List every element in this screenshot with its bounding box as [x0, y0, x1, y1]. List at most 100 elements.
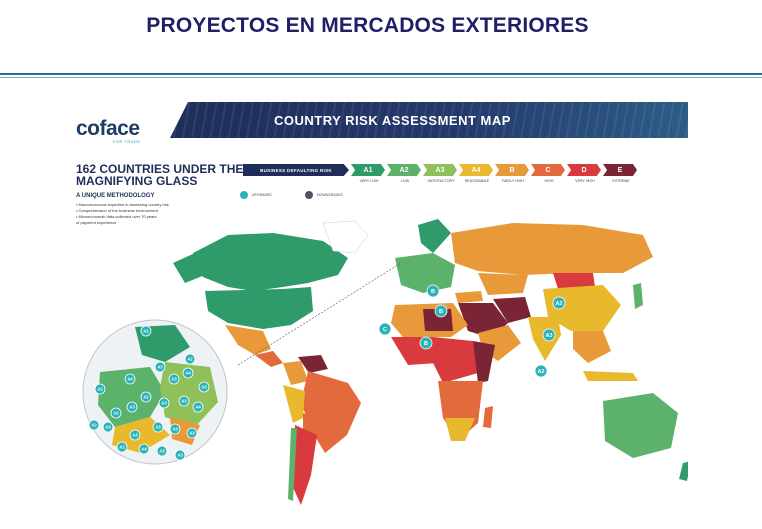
iran-shape [493, 297, 531, 323]
legend-level-e: E [603, 164, 637, 176]
upgrade-badge: A4 [124, 373, 136, 385]
upgrade-badge: A3 [129, 429, 141, 441]
badge-label: A2 [119, 444, 125, 449]
legend-descriptions: VERY LOW LOW SATISFACTORY REASONABLE FAI… [351, 179, 639, 183]
methodology-item: of payment experience [76, 220, 117, 225]
badge-label: A3 [545, 333, 552, 339]
turkey-shape [455, 291, 483, 303]
legend-desc: VERY LOW [359, 179, 379, 183]
upgrade-badge: A3 [154, 361, 166, 373]
upgrade-badge: A4 [138, 443, 150, 455]
canada-shape [193, 233, 348, 291]
upgrade-badge: B [419, 336, 433, 350]
badge-label: A2 [537, 369, 544, 375]
methodology-item: • Macroeconomic expertise in assessing c… [76, 202, 169, 207]
south-africa-shape [445, 418, 475, 441]
badge-label: A3 [129, 404, 135, 409]
methodology-list: • Macroeconomic expertise in assessing c… [76, 202, 226, 226]
badge-label: A4 [185, 370, 191, 375]
australia-shape [603, 393, 678, 458]
divider-top [0, 73, 762, 75]
upgrade-badge: A3 [174, 449, 186, 461]
upgrade-badge: A2 [534, 364, 548, 378]
upgrade-badge: A2 [94, 383, 106, 395]
alaska-shape [173, 253, 205, 283]
upgrade-badge: A2 [140, 391, 152, 403]
upgrade-badge: A3 [168, 373, 180, 385]
badge-label: A3 [161, 400, 167, 405]
china-shape [543, 285, 621, 331]
legend-desc: VERY HIGH [575, 179, 595, 183]
upgrade-badge: A3 [542, 328, 556, 342]
upgrade-badge: A3 [198, 381, 210, 393]
badge-label: B [431, 289, 435, 295]
legend-level-a4: A4 [459, 164, 493, 176]
upgrade-badge: A4 [182, 367, 194, 379]
upgrade-badge: A3 [169, 423, 181, 435]
badge-label: A2 [555, 301, 562, 307]
downgrade-key: DOWNGRADES [305, 191, 343, 199]
central-africa-shape [433, 337, 478, 383]
brazil-shape [301, 371, 361, 453]
page-title: PROYECTOS EN MERCADOS EXTERIORES [146, 14, 589, 37]
downgrade-dot-icon [305, 191, 313, 199]
legend-desc: LOW [400, 179, 410, 183]
badge-label: A3 [155, 424, 161, 429]
chile-argentina-shape [291, 425, 317, 505]
divider-bottom [0, 77, 762, 78]
east-africa-shape [473, 341, 495, 383]
badge-label: A3 [177, 452, 183, 457]
legend-level-b: B [495, 164, 529, 176]
upgrade-badge: A3 [126, 401, 138, 413]
upgrade-badge: A2 [116, 441, 128, 453]
badge-label: A3 [171, 376, 177, 381]
badge-label: A4 [141, 446, 147, 451]
bolivia-shape [303, 413, 317, 435]
peru-shape [283, 385, 305, 423]
badge-label: B [424, 341, 428, 347]
badge-label: A3 [201, 384, 207, 389]
badge-label: A3 [105, 424, 111, 429]
inset-callout-line [237, 262, 402, 366]
badge-label: A3 [159, 448, 165, 453]
mexico-shape [225, 325, 271, 355]
badge-label: A3 [189, 430, 195, 435]
new-zealand-shape [679, 461, 688, 481]
upgrade-badge: B [434, 304, 448, 318]
russia-shape [451, 223, 653, 275]
legend-desc: EXTREME [612, 179, 630, 183]
europe-inset: A1 A2 A4 A3 A3 A2 A3 A2 A3 A3 A4 A2 A3 A2 A3 A3 A3 A3 A4 A3… [82, 319, 228, 465]
upgrade-badge: A3 [156, 445, 168, 457]
colombia-shape [283, 361, 308, 385]
central-america-shape [255, 351, 283, 367]
methodology-title: A UNIQUE METHODOLOGY [76, 193, 155, 199]
upgrade-badge: A3 [152, 421, 164, 433]
southeast-asia-shape [573, 331, 611, 363]
risk-map-poster: coface FOR TRADE COUNTRY RISK ASSESSMENT… [58, 95, 698, 525]
japan-shape [633, 283, 643, 309]
badge-label: A3 [172, 426, 178, 431]
scandinavia-shape [418, 219, 451, 253]
poster-title: COUNTRY RISK ASSESSMENT MAP [274, 113, 511, 128]
upgrade-dot-icon [240, 191, 248, 199]
banner-pattern [170, 102, 688, 138]
greenland-shape [322, 220, 369, 254]
badge-label: A2 [143, 394, 149, 399]
venezuela-shape [298, 355, 328, 373]
legend-level-a3: A3 [423, 164, 457, 176]
methodology-item: • Microeconomic data collected over 70 y… [76, 214, 157, 219]
legend-level-a2: A2 [387, 164, 421, 176]
mongolia-shape [553, 273, 595, 289]
upgrade-badge: A2 [110, 407, 122, 419]
badge-label: A3 [132, 432, 138, 437]
upgrade-badge: A2 [184, 353, 196, 365]
badge-label: A2 [97, 386, 103, 391]
coface-logo-tagline: FOR TRADE [113, 139, 141, 144]
indonesia-shape [583, 371, 638, 381]
legend-desc: REASONABLE [464, 179, 490, 183]
upgrade-badge: A3 [102, 421, 114, 433]
inset-badges: A1 A2 A4 A3 A3 A2 A3 A2 A3 A3 A4 A2 A3 A2 A3 A3 A3 A3 A4 A3… [88, 325, 210, 461]
upgrade-key-label: UPGRADES [252, 193, 272, 197]
map-badges: B B A2 C B A3 A2 [378, 284, 566, 378]
badge-label: A3 [157, 364, 163, 369]
